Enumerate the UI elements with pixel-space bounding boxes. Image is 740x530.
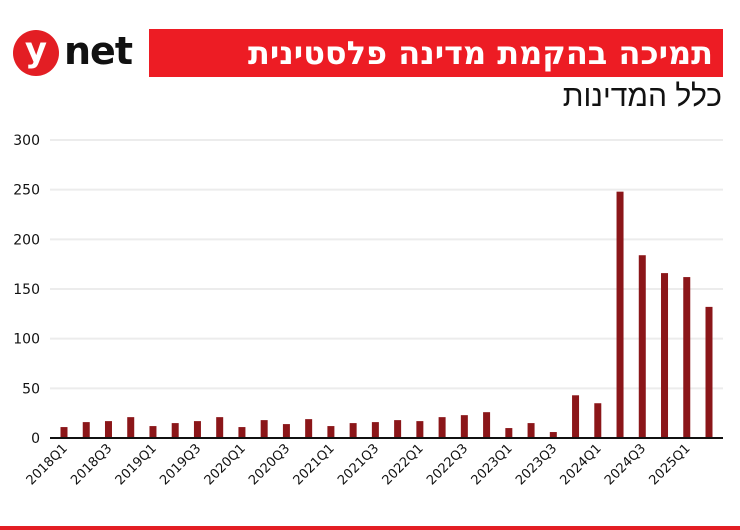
bar-2023Q3 [549,432,557,438]
bar-2020Q1 [238,427,246,438]
x-tick-label: 2022Q1 [380,441,427,488]
bar-2024Q2 [616,191,624,438]
y-tick-label: 200 [13,232,40,248]
bar-2023Q2 [527,423,535,438]
bar-2020Q2 [260,420,268,438]
x-tick-label: 2020Q1 [202,441,249,488]
bar-2020Q3 [282,424,290,438]
bar-2021Q3 [371,422,379,438]
y-tick-label: 0 [31,431,40,447]
x-tick-label: 2020Q3 [246,441,293,488]
bar-2022Q4 [483,412,491,438]
bar-2019Q1 [149,426,157,438]
x-tick-label: 2021Q3 [335,441,382,488]
chart-title: תמיכה בהקמת מדינה פלסטינית [149,29,723,77]
bar-2021Q4 [394,420,402,438]
x-tick-label: 2019Q1 [113,441,160,488]
y-tick-label: 100 [13,332,40,348]
bar-2018Q1 [60,427,68,438]
y-tick-label: 300 [13,133,40,149]
y-tick-label: 150 [13,282,40,298]
x-tick-label: 2024Q3 [602,441,649,488]
bar-2023Q1 [505,428,513,438]
x-tick-label: 2018Q1 [24,441,71,488]
y-tick-label: 250 [13,183,40,199]
logo-text: net [64,29,133,73]
bar-2018Q3 [104,421,112,438]
bar-2019Q4 [216,417,224,438]
bar-2025Q2 [705,306,713,438]
x-tick-label: 2023Q1 [469,441,516,488]
bar-2018Q2 [82,422,90,438]
gridlines [50,139,723,390]
x-axis-ticks: 2018Q12018Q32019Q12019Q32020Q12020Q32021… [24,441,694,488]
bar-2025Q1 [683,277,691,438]
x-tick-label: 2024Q1 [558,441,605,488]
x-tick-label: 2023Q3 [513,441,560,488]
bottom-accent-line [0,526,740,530]
x-tick-label: 2018Q3 [68,441,115,488]
bar-2022Q1 [416,421,424,438]
ynet-logo: y net [13,29,133,77]
bar-2021Q1 [327,426,335,438]
y-axis-ticks: 0 50 100 150 200 250 300 [13,133,40,447]
bar-2022Q3 [460,415,468,438]
bar-2024Q1 [594,403,602,438]
x-tick-label: 2025Q1 [646,441,693,488]
bar-2021Q2 [349,423,357,438]
bar-2024Q3 [638,255,646,438]
x-tick-label: 2021Q1 [291,441,338,488]
logo-circle: y [13,30,59,76]
bars [60,191,713,438]
bar-2023Q4 [572,395,580,438]
bar-2020Q4 [305,419,313,438]
bar-2022Q2 [438,417,446,438]
x-tick-label: 2019Q3 [157,441,204,488]
bar-2019Q2 [171,423,179,438]
chart-subtitle: כלל המדינות [562,80,722,113]
x-tick-label: 2022Q3 [424,441,471,488]
bar-2018Q4 [127,417,135,438]
bar-2024Q4 [661,273,669,438]
y-tick-label: 50 [22,381,40,397]
bar-2019Q3 [193,421,201,438]
